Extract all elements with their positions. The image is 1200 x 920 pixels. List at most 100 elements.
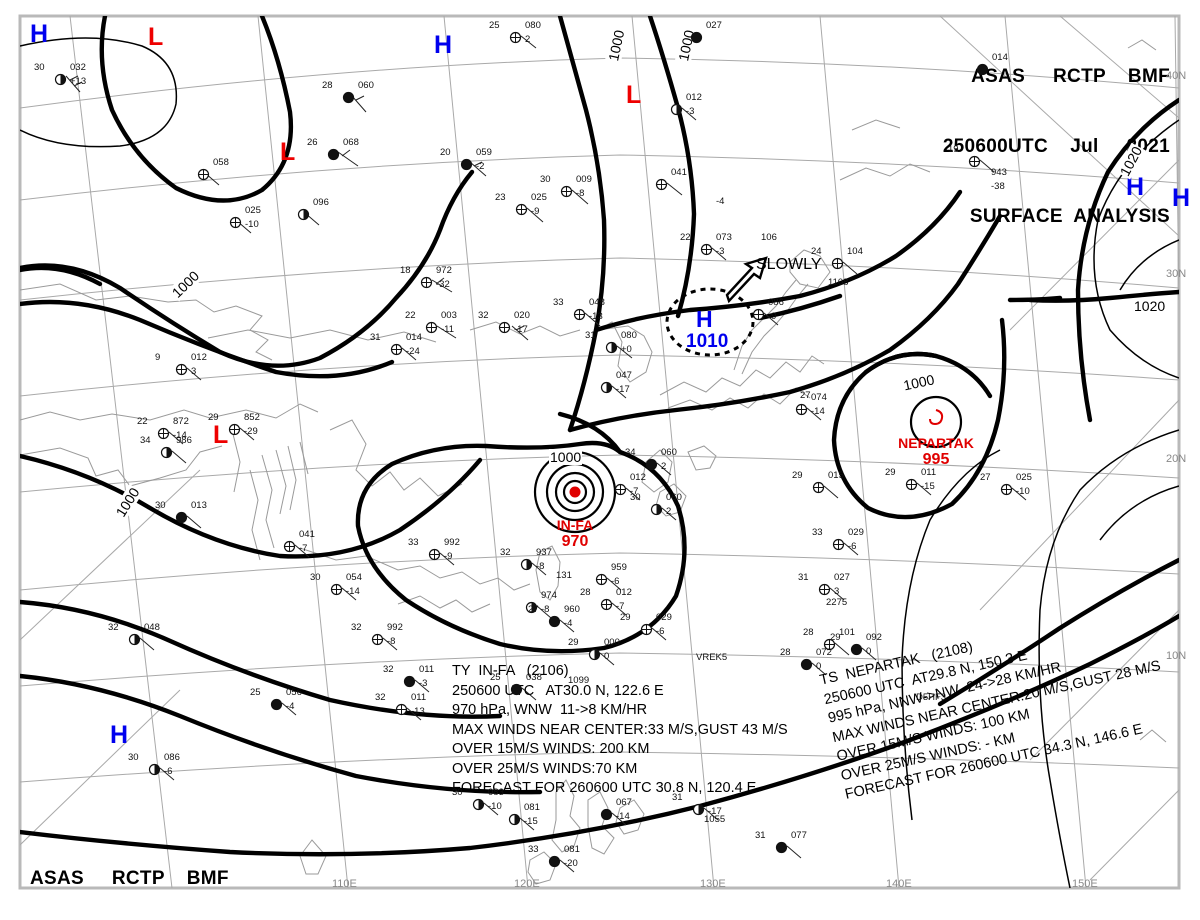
station-dewpoint: -13: [589, 311, 603, 322]
station-pressure: 959: [611, 562, 627, 573]
high-pressure-symbol-2: H: [1126, 173, 1145, 201]
header-top-line3: SURFACE ANALYSIS: [969, 206, 1170, 227]
station-temperature: 25: [490, 672, 501, 683]
sky-cover-icon: [795, 403, 808, 416]
station-temperature: 18: [400, 265, 411, 276]
weak-low-pressure-label: 1010: [686, 331, 729, 352]
station-dewpoint: -3: [419, 678, 428, 689]
station-temperature: 27: [800, 390, 811, 401]
station-temperature: 30: [34, 62, 45, 73]
station-temperature: 28: [580, 587, 591, 598]
station-pressure: 1099: [568, 675, 590, 686]
high-pressure-symbol-0: H: [30, 20, 49, 48]
in-fa-pressure: 970: [561, 533, 589, 550]
station-pressure: 012: [191, 352, 207, 363]
station-pressure: 029: [656, 612, 672, 623]
station-pressure: 131: [556, 570, 572, 581]
sky-cover-icon: [670, 103, 683, 116]
latitude-label-30N: 30N: [1166, 268, 1187, 280]
station-pressure: 937: [536, 547, 552, 558]
sky-cover-icon: [600, 381, 613, 394]
sky-cover-icon: [54, 73, 67, 86]
station-pressure: 073: [716, 232, 732, 243]
in-fa-name: IN-FA: [556, 517, 594, 533]
station-pressure: 041: [671, 167, 687, 178]
station-dewpoint: -9: [768, 311, 777, 322]
station-dewpoint: -17: [514, 324, 528, 335]
station-temperature: 29: [830, 632, 841, 643]
tc-info-line: OVER 25M/S WINDS:70 KM: [452, 760, 638, 777]
station-temperature: 29: [792, 470, 803, 481]
station-pressure: 047: [616, 370, 632, 381]
sky-cover-icon: [976, 63, 989, 76]
station-dewpoint: -6: [656, 626, 665, 637]
sky-cover-icon: [905, 478, 918, 491]
sky-cover-icon: [510, 683, 523, 696]
station-dewpoint: -13: [411, 706, 425, 717]
station-temperature: 25: [250, 687, 261, 698]
sky-cover-icon: [700, 243, 713, 256]
station-dewpoint: -2: [476, 161, 485, 172]
station-pressure: 943: [991, 167, 1007, 178]
sky-cover-icon: [588, 648, 601, 661]
station-pressure: 013: [191, 500, 207, 511]
station-temperature: 29: [568, 637, 579, 648]
station-pressure: 054: [346, 572, 362, 583]
motion-arrow: [725, 256, 768, 304]
header-top-line1: ASAS RCTP BMF: [971, 66, 1170, 87]
sky-cover-icon: [800, 658, 813, 671]
sky-cover-icon: [818, 583, 831, 596]
sky-cover-icon: [690, 31, 703, 44]
station-pressure: 074: [811, 392, 827, 403]
station-pressure: 038: [526, 672, 542, 683]
station-pressure: 974: [541, 590, 557, 601]
high-pressure-symbol-1: H: [434, 31, 453, 59]
header-top-line2: 250600UTC Jul 2021: [942, 136, 1170, 157]
station-temperature: 31: [755, 830, 766, 841]
tc-symbol-nepartak: [909, 395, 963, 449]
station-pressure: 1108: [828, 277, 849, 288]
sky-cover-icon: [520, 558, 533, 571]
sky-cover-icon: [283, 540, 296, 553]
sky-cover-icon: [645, 458, 658, 471]
station-dewpoint: -14: [346, 586, 360, 597]
longitude-label-120E: 120E: [514, 878, 540, 890]
sky-cover-icon: [403, 675, 416, 688]
station-dewpoint: -10: [488, 801, 502, 812]
sky-cover-icon: [573, 308, 586, 321]
sky-cover-icon: [775, 841, 788, 854]
station-temperature: 31: [798, 572, 809, 583]
station-pressure: 014: [992, 52, 1008, 63]
sky-cover-icon: [197, 168, 210, 181]
station-dewpoint: -15: [524, 816, 538, 827]
station-dewpoint: 3: [834, 586, 840, 597]
station-temperature: 30: [630, 492, 641, 503]
station-dewpoint: -20: [564, 858, 578, 869]
sky-cover-icon: [228, 423, 241, 436]
station-pressure: 2275: [826, 597, 848, 608]
sky-cover-icon: [390, 343, 403, 356]
station-pressure: 029: [848, 527, 864, 538]
sky-cover-icon: [560, 185, 573, 198]
station-pressure: 101: [839, 627, 855, 638]
station-pressure: 067: [616, 797, 632, 808]
station-dewpoint: -6: [611, 576, 620, 587]
station-pressure: 056: [286, 687, 302, 698]
high-pressure-symbol-3: H: [1172, 184, 1191, 212]
tc-info-line: TY IN-FA (2106): [452, 663, 569, 679]
longitude-label-140E: 140E: [886, 878, 912, 890]
station-pressure: 081: [564, 844, 580, 855]
station-temperature: 33: [553, 297, 564, 308]
sky-cover-icon: [812, 481, 825, 494]
station-pressure: 032: [70, 62, 86, 73]
tc-info-line: 970 hPa, WNW 11->8 KM/HR: [452, 702, 648, 718]
station-dewpoint: -29: [244, 426, 258, 437]
station-temperature: 20: [440, 147, 451, 158]
tc-info-block-in-fa: TY IN-FA (2106) 250600 UTC AT30.0 N, 122.…: [452, 662, 788, 799]
station-dewpoint: -14: [173, 430, 187, 441]
station-dewpoint: 2: [661, 461, 667, 472]
station-pressure: 992: [387, 622, 403, 633]
station-pressure: 009: [576, 174, 592, 185]
station-pressure: 027: [706, 20, 722, 31]
